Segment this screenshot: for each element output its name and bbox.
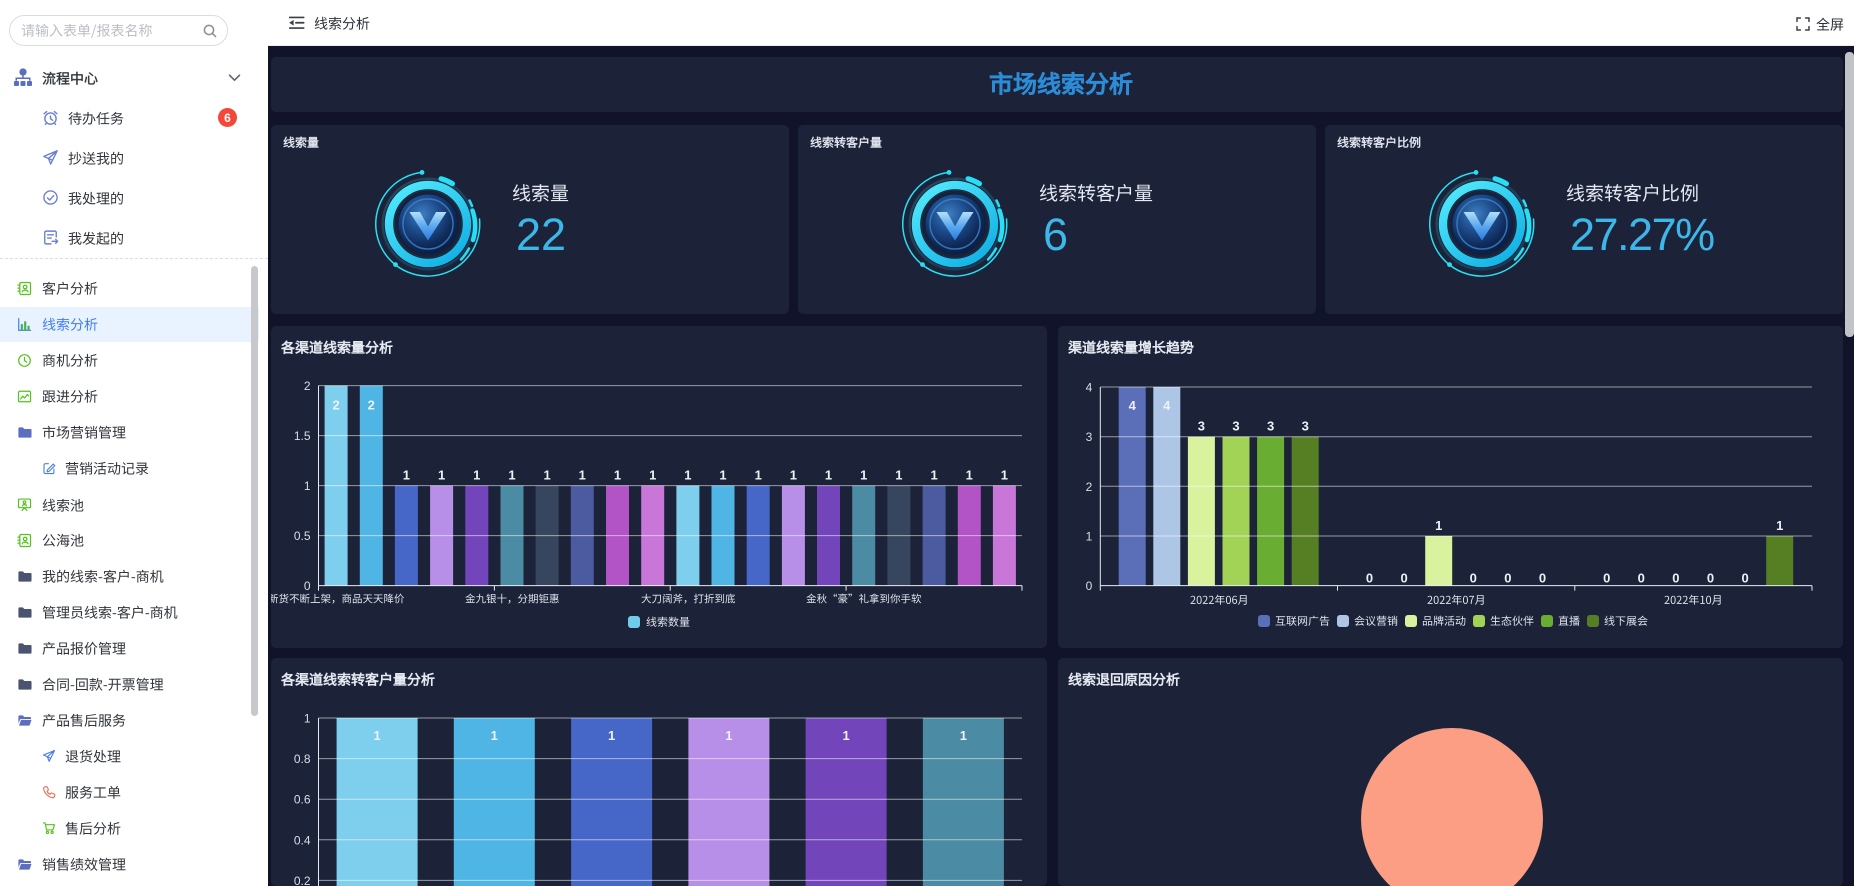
- svg-text:1: 1: [930, 468, 937, 483]
- svg-text:1: 1: [684, 468, 691, 483]
- svg-text:3: 3: [1232, 419, 1239, 434]
- svg-text:0: 0: [304, 579, 311, 593]
- svg-text:1: 1: [403, 468, 410, 483]
- svg-text:1: 1: [1086, 530, 1093, 544]
- svg-text:1: 1: [790, 468, 797, 483]
- svg-text:0: 0: [1470, 571, 1477, 586]
- svg-text:1: 1: [1435, 518, 1442, 533]
- svg-text:0: 0: [1504, 571, 1511, 586]
- svg-text:3: 3: [1267, 419, 1274, 434]
- svg-text:1: 1: [304, 479, 311, 493]
- svg-text:0: 0: [1638, 571, 1645, 586]
- svg-text:1: 1: [304, 712, 311, 726]
- svg-text:2: 2: [332, 398, 339, 413]
- svg-text:0: 0: [1741, 571, 1748, 586]
- svg-text:0: 0: [1539, 571, 1546, 586]
- svg-text:1: 1: [842, 728, 849, 743]
- svg-text:1: 1: [755, 468, 762, 483]
- svg-text:1: 1: [373, 728, 380, 743]
- svg-text:1: 1: [438, 468, 445, 483]
- svg-text:0.8: 0.8: [294, 752, 311, 766]
- svg-text:1: 1: [825, 468, 832, 483]
- svg-text:1: 1: [860, 468, 867, 483]
- svg-text:1: 1: [579, 468, 586, 483]
- svg-text:1: 1: [719, 468, 726, 483]
- svg-text:0.5: 0.5: [294, 529, 311, 543]
- svg-text:2: 2: [1086, 480, 1093, 494]
- svg-text:1: 1: [1001, 468, 1008, 483]
- svg-text:1: 1: [508, 468, 515, 483]
- svg-text:1: 1: [491, 728, 498, 743]
- svg-text:0.6: 0.6: [294, 793, 311, 807]
- svg-text:1: 1: [473, 468, 480, 483]
- svg-text:0: 0: [1086, 579, 1093, 593]
- svg-text:3: 3: [1086, 430, 1093, 444]
- svg-text:0: 0: [1603, 571, 1610, 586]
- svg-text:0: 0: [1400, 571, 1407, 586]
- svg-text:1: 1: [608, 728, 615, 743]
- svg-text:1.5: 1.5: [294, 429, 311, 443]
- svg-text:1: 1: [543, 468, 550, 483]
- svg-text:3: 3: [1198, 419, 1205, 434]
- svg-text:1: 1: [614, 468, 621, 483]
- svg-text:1: 1: [1776, 518, 1783, 533]
- svg-text:1: 1: [649, 468, 656, 483]
- svg-text:4: 4: [1086, 381, 1093, 395]
- svg-text:4: 4: [1163, 398, 1171, 413]
- svg-text:1: 1: [725, 728, 732, 743]
- svg-text:0: 0: [1672, 571, 1679, 586]
- svg-text:3: 3: [1302, 419, 1309, 434]
- svg-text:0.4: 0.4: [294, 833, 311, 847]
- svg-text:1: 1: [895, 468, 902, 483]
- svg-text:0.2: 0.2: [294, 874, 311, 886]
- svg-text:0: 0: [1707, 571, 1714, 586]
- svg-text:1: 1: [966, 468, 973, 483]
- svg-text:1: 1: [960, 728, 967, 743]
- svg-text:2: 2: [304, 379, 311, 393]
- svg-text:4: 4: [1129, 398, 1137, 413]
- svg-text:0: 0: [1366, 571, 1373, 586]
- svg-text:2: 2: [368, 398, 375, 413]
